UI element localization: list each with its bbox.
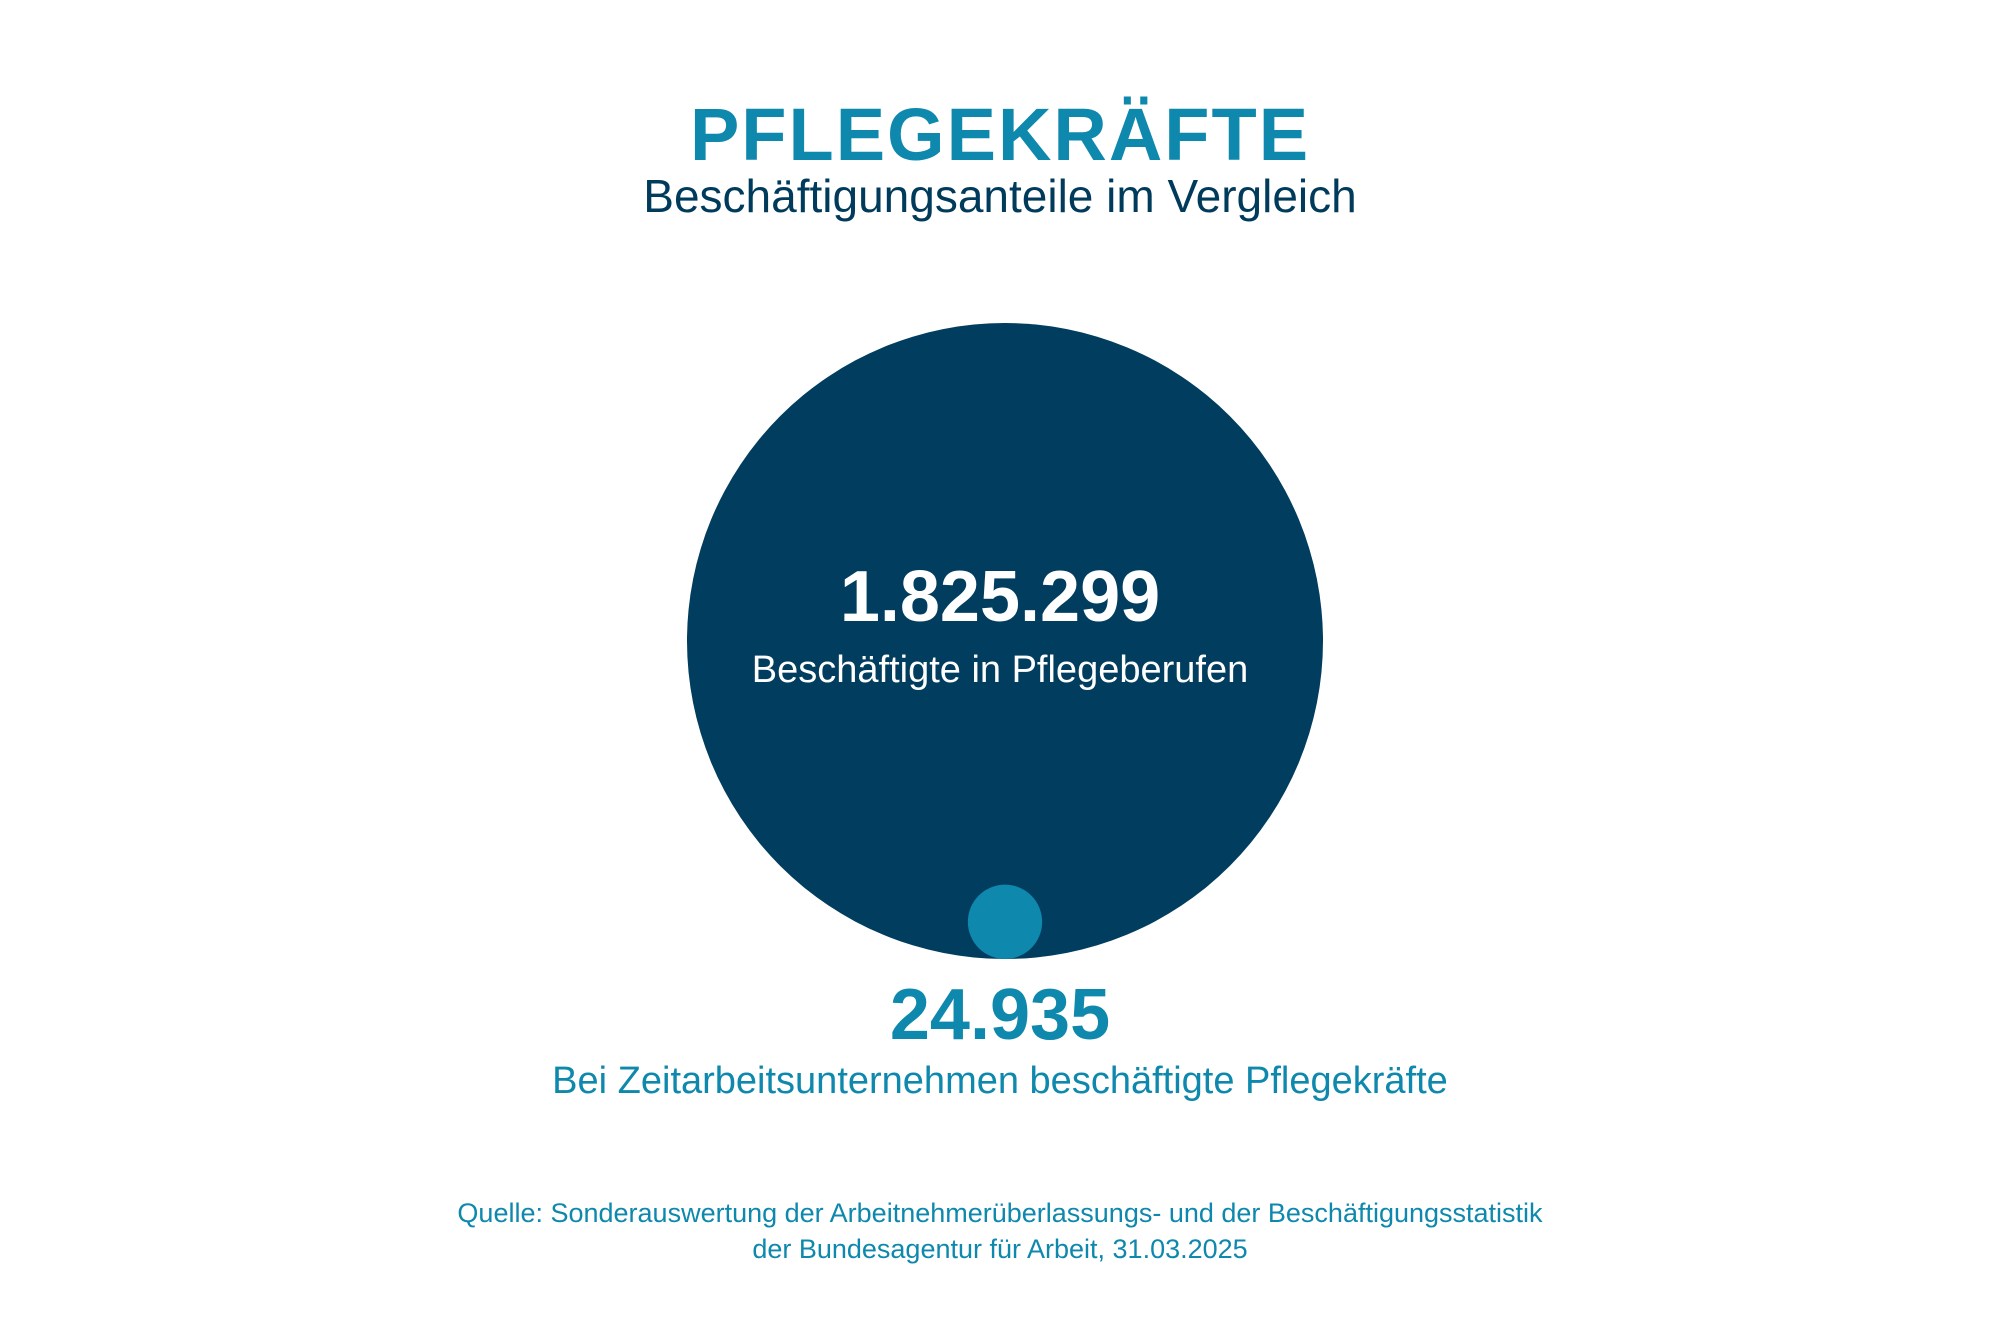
total-employees-value: 1.825.299 [839, 557, 1161, 637]
source-note: Quelle: Sonderauswertung der Arbeitnehme… [0, 1195, 2000, 1267]
chart-subtitle: Beschäftigungsanteile im Vergleich [643, 170, 1357, 222]
temp-agency-label: Bei Zeitarbeitsunternehmen beschäftigte … [552, 1060, 1448, 1102]
source-line-1: Quelle: Sonderauswertung der Arbeitnehme… [457, 1198, 1543, 1228]
temp-agency-value: 24.935 [889, 975, 1111, 1055]
bubble-total-employees [687, 323, 1323, 959]
source-line-2: der Bundesagentur für Arbeit, 31.03.2025 [752, 1234, 1248, 1264]
chart-title: PFLEGEKRÄFTE [689, 93, 1311, 176]
total-employees-label: Beschäftigte in Pflegeberufen [751, 649, 1249, 691]
bubble-temp-agency [967, 884, 1043, 960]
